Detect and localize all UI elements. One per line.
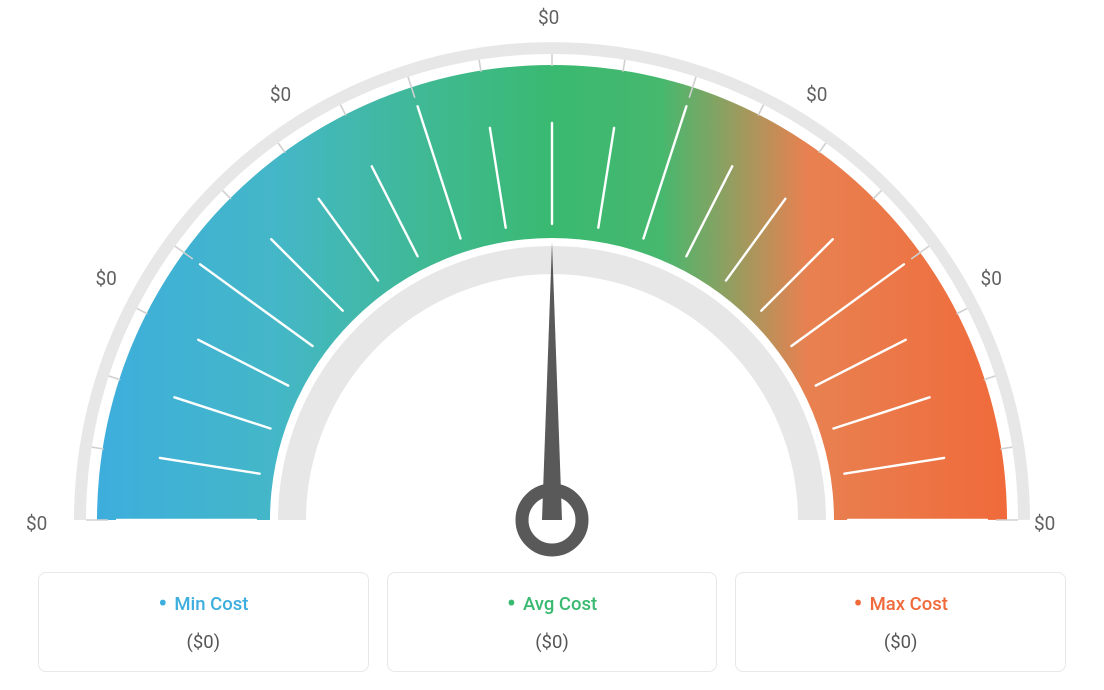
legend-value-avg: ($0): [400, 631, 705, 653]
gauge-scale-label: $0: [981, 267, 1002, 290]
legend-label-min: Min Cost: [51, 589, 356, 619]
legend-label-avg: Avg Cost: [400, 589, 705, 619]
gauge-scale-label: $0: [806, 83, 827, 106]
gauge-scale-label: $0: [270, 83, 291, 106]
gauge-scale-label: $0: [95, 267, 116, 290]
gauge-infographic: $0 $0 $0 $0 $0 $0 $0 Min Cost ($0) Avg Cost ($…: [0, 0, 1104, 690]
gauge-chart: $0 $0 $0 $0 $0 $0 $0: [0, 0, 1104, 560]
legend-label-max: Max Cost: [748, 589, 1053, 619]
legend-card-max: Max Cost ($0): [735, 572, 1066, 672]
legend-row: Min Cost ($0) Avg Cost ($0) Max Cost ($0…: [38, 572, 1066, 672]
legend-value-max: ($0): [748, 631, 1053, 653]
legend-card-avg: Avg Cost ($0): [387, 572, 718, 672]
gauge-scale-label: $0: [1034, 512, 1055, 535]
legend-card-min: Min Cost ($0): [38, 572, 369, 672]
legend-value-min: ($0): [51, 631, 356, 653]
gauge-svg: [0, 10, 1104, 570]
gauge-scale-label: $0: [538, 6, 559, 29]
gauge-scale-label: $0: [26, 512, 47, 535]
